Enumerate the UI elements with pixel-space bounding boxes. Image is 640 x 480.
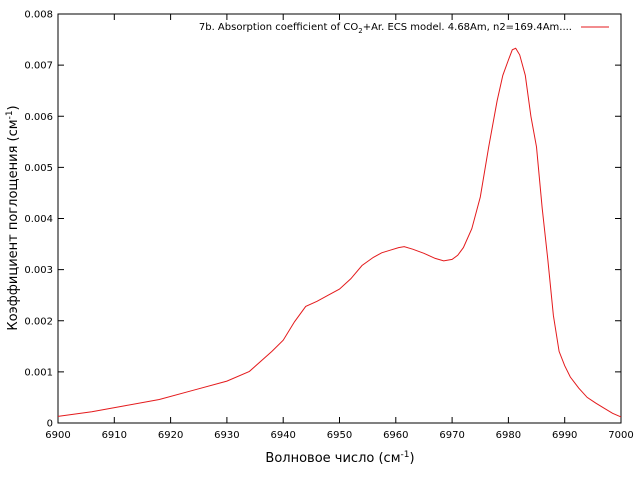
x-tick-label: 6920 <box>158 430 183 441</box>
y-tick-label: 0.001 <box>24 367 53 378</box>
x-tick-label: 6940 <box>270 430 295 441</box>
y-axis: 0 0.001 0.002 0.003 0.004 0.005 0.006 0.007 0.00… <box>24 10 621 430</box>
y-tick-label: 0.005 <box>24 163 53 174</box>
x-tick-label: 6960 <box>383 430 408 441</box>
y-tick-label: 0.007 <box>24 61 53 72</box>
x-tick-label: 6930 <box>214 430 239 441</box>
y-tick-label: 0.002 <box>24 316 53 327</box>
x-tick-label: 6990 <box>552 430 577 441</box>
legend-label: 7b. Absorption coefficient of CO2+Ar. EC… <box>199 22 572 35</box>
x-tick-label: 6910 <box>102 430 127 441</box>
y-axis-title: Коэффициент поглощения (см-1) <box>5 105 21 330</box>
x-tick-label: 6950 <box>327 430 352 441</box>
y-tick-label: 0 <box>47 419 53 430</box>
y-tick-label: 0.003 <box>24 265 53 276</box>
series-line <box>57 47 622 418</box>
y-tick-label: 0.006 <box>24 112 53 123</box>
y-tick-label: 0.008 <box>24 10 53 21</box>
y-tick-label: 0.004 <box>24 214 53 225</box>
x-axis: 6900 6910 6920 6930 6940 6950 6960 6970 6980 6990… <box>45 14 634 441</box>
x-tick-label: 6980 <box>496 430 521 441</box>
x-tick-label: 6900 <box>45 430 70 441</box>
x-tick-label: 7000 <box>608 430 633 441</box>
x-tick-label: 6970 <box>439 430 464 441</box>
x-axis-title: Волновое число (см-1) <box>265 450 414 466</box>
plot-frame <box>57 13 622 424</box>
